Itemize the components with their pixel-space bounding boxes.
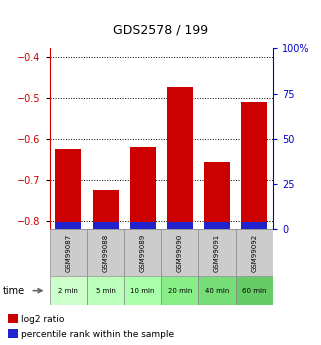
Text: GSM99092: GSM99092 [251, 234, 257, 272]
Bar [92, 190, 118, 229]
Bar [130, 222, 156, 229]
Bar [167, 87, 193, 229]
Text: percentile rank within the sample: percentile rank within the sample [21, 330, 174, 339]
Text: GSM99091: GSM99091 [214, 234, 220, 272]
Bar [92, 222, 118, 229]
Text: GSM99087: GSM99087 [65, 234, 71, 272]
Text: GSM99088: GSM99088 [102, 234, 108, 272]
Bar [87, 229, 124, 276]
Bar [198, 276, 236, 305]
Bar [8, 314, 18, 323]
Text: time: time [3, 286, 25, 296]
Bar [204, 161, 230, 229]
Bar [50, 276, 87, 305]
Bar [50, 229, 87, 276]
Bar [161, 276, 198, 305]
Text: GSM99090: GSM99090 [177, 234, 183, 272]
Text: log2 ratio: log2 ratio [21, 315, 64, 324]
Bar [236, 229, 273, 276]
Text: 60 min: 60 min [242, 288, 266, 294]
Bar [55, 149, 81, 229]
Bar [167, 222, 193, 229]
Bar [124, 229, 161, 276]
Bar [8, 329, 18, 338]
Bar [241, 222, 267, 229]
Bar [55, 222, 81, 229]
Text: 40 min: 40 min [205, 288, 229, 294]
Text: 2 min: 2 min [58, 288, 78, 294]
Bar [130, 147, 156, 229]
Text: 5 min: 5 min [96, 288, 116, 294]
Bar [204, 222, 230, 229]
Text: GDS2578 / 199: GDS2578 / 199 [113, 23, 208, 36]
Bar [241, 102, 267, 229]
Text: 20 min: 20 min [168, 288, 192, 294]
Bar [124, 276, 161, 305]
Text: 10 min: 10 min [130, 288, 155, 294]
Bar [236, 276, 273, 305]
Bar [161, 229, 198, 276]
Text: GSM99089: GSM99089 [140, 234, 146, 272]
Bar [87, 276, 124, 305]
Bar [198, 229, 236, 276]
